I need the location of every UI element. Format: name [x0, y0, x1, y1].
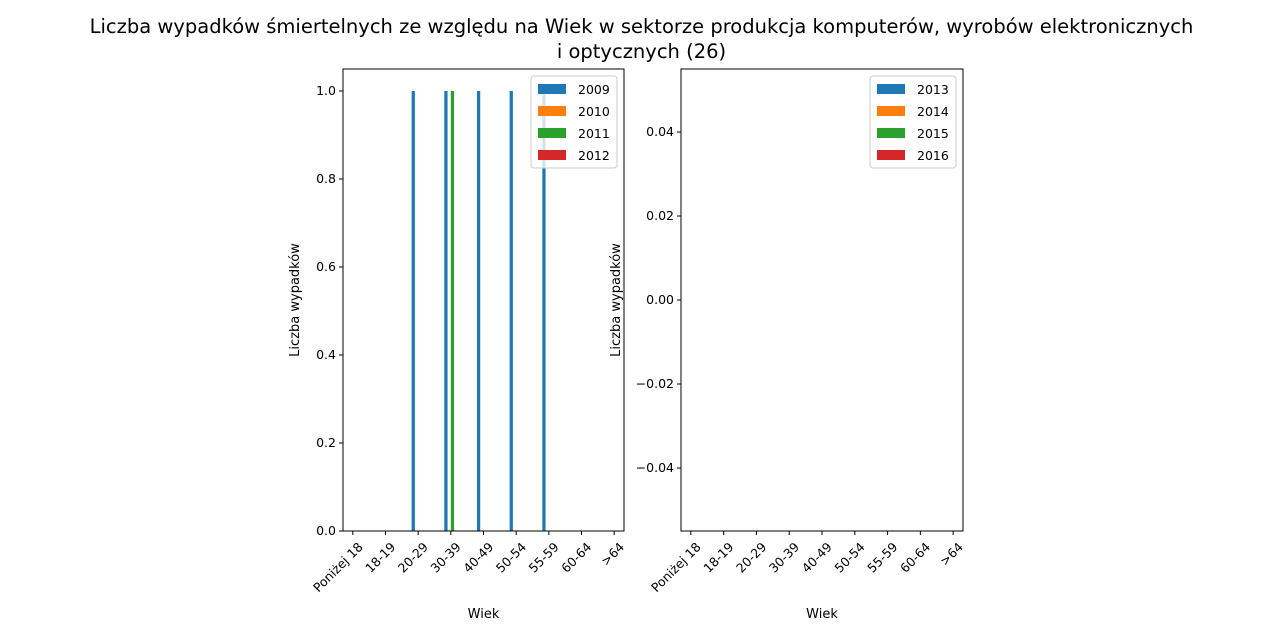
legend-label-2015: 2015 [917, 126, 949, 141]
y-tick-label: 0.0 [316, 523, 336, 538]
legend-swatch-2010 [538, 106, 566, 116]
x-tick-label: 40-49 [460, 539, 496, 575]
legend-label-2014: 2014 [917, 104, 949, 119]
legend-swatch-2011 [538, 128, 566, 138]
y-tick-label: 0.8 [316, 171, 336, 186]
y-tick-label: 0.00 [646, 292, 674, 307]
y-tick-label: 1.0 [316, 83, 336, 98]
legend-label-2011: 2011 [578, 126, 610, 141]
x-tick-label: 30-39 [427, 539, 463, 575]
bar-2009-50-54 [509, 91, 513, 531]
legend-label-2012: 2012 [578, 148, 610, 163]
y-tick-label: 0.02 [646, 208, 674, 223]
legend-label-2010: 2010 [578, 104, 610, 119]
x-tick-label: 50-54 [831, 539, 867, 575]
y-tick-label: 0.04 [646, 124, 674, 139]
legend-label-2013: 2013 [917, 82, 949, 97]
x-tick-label: >64 [937, 539, 966, 568]
y-tick-label: −0.04 [636, 460, 674, 475]
legend: 2009 2010 2011 2012 [530, 75, 618, 169]
x-tick-label: 18-19 [362, 539, 398, 575]
bar-2009-30-39 [444, 91, 448, 531]
legend-swatch-2014 [877, 106, 905, 116]
legend-label-2016: 2016 [917, 148, 949, 163]
x-tick-label: >64 [598, 539, 627, 568]
chart-panel-1: 0.0 0.2 0.4 0.6 0.8 1.0 Poniżej 1818-1920-2930… [288, 68, 627, 622]
legend-swatch-2015 [877, 128, 905, 138]
bar-2009-20-29 [411, 91, 415, 531]
x-tick-label: 20-29 [733, 539, 769, 575]
y-tick-label: −0.02 [636, 376, 674, 391]
legend: 2013 2014 2015 2016 [869, 75, 957, 169]
x-tick-label: 55-59 [864, 539, 900, 575]
x-tick-label: 50-54 [493, 539, 529, 575]
x-tick-label: Poniżej 18 [648, 539, 704, 595]
x-tick-label: 30-39 [766, 539, 802, 575]
x-tick-label: 55-59 [525, 539, 561, 575]
x-tick-label: 60-64 [897, 539, 933, 575]
x-tick-label: 18-19 [700, 539, 736, 575]
chart-panel-2: −0.04 −0.02 0.00 0.02 0.04 Poniżej 1818-1920-… [609, 68, 966, 622]
figure-title-line-1: Liczba wypadków śmiertelnych ze względu … [89, 15, 1194, 38]
bar-2009-55-59 [542, 91, 546, 531]
y-tick-label: 0.2 [316, 435, 336, 450]
x-tick-label: 60-64 [558, 539, 594, 575]
legend-box [530, 75, 618, 169]
legend-label-2009: 2009 [578, 82, 610, 97]
legend-swatch-2012 [538, 150, 566, 160]
figure-title-line-2: i optycznych (26) [556, 40, 727, 63]
figure-title: Liczba wypadków śmiertelnych ze względu … [0, 14, 1283, 64]
y-tick-label: 0.6 [316, 259, 336, 274]
legend-swatch-2009 [538, 84, 566, 94]
bar-2009-40-49 [476, 91, 481, 531]
x-tick-label: Poniżej 18 [310, 539, 366, 595]
legend-swatch-2013 [877, 84, 905, 94]
x-axis-label: Wiek [468, 607, 500, 622]
y-tick-label: 0.4 [316, 347, 336, 362]
x-tick-label: 40-49 [799, 539, 835, 575]
x-tick-label: 20-29 [395, 539, 431, 575]
y-axis-label: Liczba wypadków [609, 243, 624, 357]
bar-2011-30-39 [450, 91, 455, 531]
legend-swatch-2016 [877, 150, 905, 160]
legend-box [869, 75, 957, 169]
x-axis-label: Wiek [806, 607, 838, 622]
y-axis-label: Liczba wypadków [288, 243, 303, 357]
